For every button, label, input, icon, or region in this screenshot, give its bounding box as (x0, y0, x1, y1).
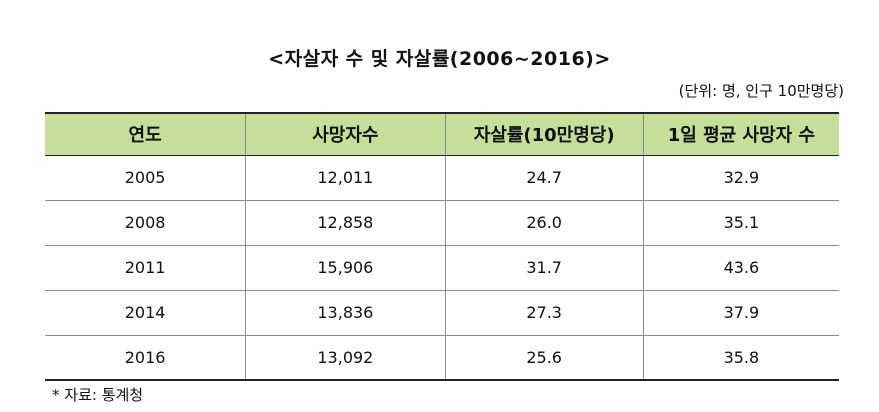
cell-deaths: 15,906 (245, 245, 446, 291)
cell-daily-average: 35.8 (642, 335, 839, 381)
cell-daily-average: 32.9 (642, 155, 839, 201)
cell-daily-average: 35.1 (642, 200, 839, 246)
cell-year: 2014 (45, 290, 246, 336)
header-year: 연도 (45, 112, 246, 156)
table-row: 2016 13,092 25.6 35.8 (45, 335, 839, 381)
suicide-statistics-table: 연도 사망자수 자살률(10만명당) 1일 평균 사망자 수 2005 12,0… (45, 112, 839, 381)
unit-note: (단위: 명, 인구 10만명당) (678, 82, 844, 100)
cell-suicide-rate: 25.6 (444, 335, 644, 381)
header-daily-average: 1일 평균 사망자 수 (642, 112, 839, 156)
table-row: 2008 12,858 26.0 35.1 (45, 200, 839, 246)
table-body: 2005 12,011 24.7 32.9 2008 12,858 26.0 3… (45, 155, 839, 381)
cell-suicide-rate: 26.0 (444, 200, 644, 246)
table-row: 2005 12,011 24.7 32.9 (45, 155, 839, 201)
header-suicide-rate: 자살률(10만명당) (444, 112, 644, 156)
cell-suicide-rate: 27.3 (444, 290, 644, 336)
cell-deaths: 12,011 (245, 155, 446, 201)
header-deaths: 사망자수 (245, 112, 446, 156)
cell-year: 2008 (45, 200, 246, 246)
table-header: 연도 사망자수 자살률(10만명당) 1일 평균 사망자 수 (45, 112, 839, 156)
cell-suicide-rate: 24.7 (444, 155, 644, 201)
cell-year: 2011 (45, 245, 246, 291)
header-row: 연도 사망자수 자살률(10만명당) 1일 평균 사망자 수 (45, 112, 839, 156)
cell-suicide-rate: 31.7 (444, 245, 644, 291)
cell-year: 2005 (45, 155, 246, 201)
table-row: 2014 13,836 27.3 37.9 (45, 290, 839, 336)
cell-year: 2016 (45, 335, 246, 381)
table-row: 2011 15,906 31.7 43.6 (45, 245, 839, 291)
table-title: <자살자 수 및 자살률(2006~2016)> (268, 48, 611, 70)
cell-deaths: 13,836 (245, 290, 446, 336)
cell-daily-average: 43.6 (642, 245, 839, 291)
cell-deaths: 12,858 (245, 200, 446, 246)
cell-daily-average: 37.9 (642, 290, 839, 336)
source-note: * 자료: 통계청 (52, 386, 144, 404)
cell-deaths: 13,092 (245, 335, 446, 381)
